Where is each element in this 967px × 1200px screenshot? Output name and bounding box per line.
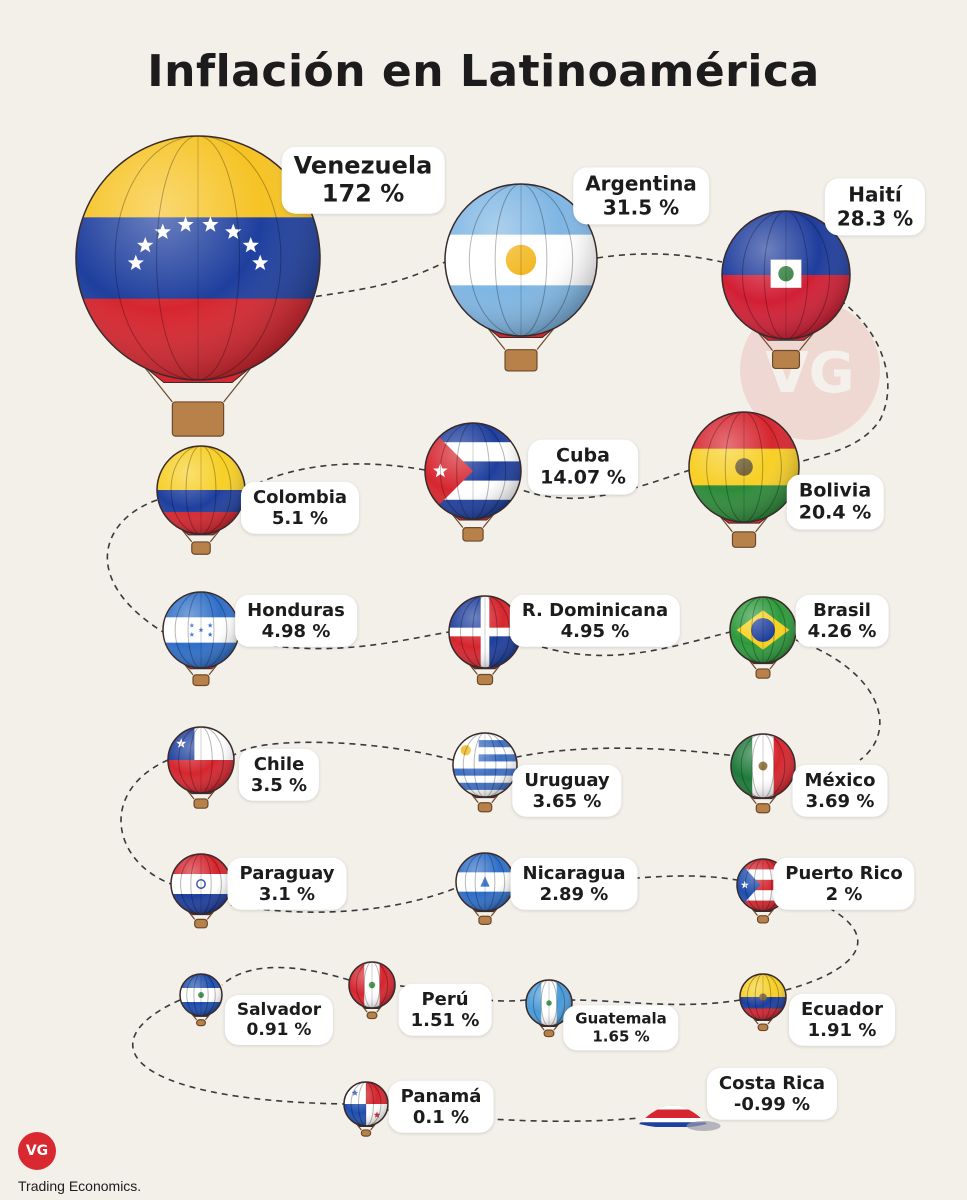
balloon-argentina	[444, 183, 598, 372]
balloon-panama	[343, 1081, 389, 1137]
label-nicaragua: Nicaragua 2.89 %	[510, 857, 638, 911]
inflation-value: 31.5 %	[602, 195, 680, 219]
country-name: México	[804, 769, 876, 791]
label-venezuela: Venezuela 172 %	[281, 146, 445, 214]
country-name: R. Dominicana	[521, 599, 669, 621]
label-puerto-rico: Puerto Rico 2 %	[773, 857, 915, 911]
balloon-honduras	[162, 591, 240, 687]
label-peru: Perú 1.51 %	[398, 983, 492, 1037]
inflation-value: 5.1 %	[271, 508, 329, 529]
country-name: Uruguay	[524, 769, 610, 791]
inflation-value: 3.65 %	[532, 791, 602, 812]
balloon-cuba	[424, 422, 522, 542]
inflation-value: 20.4 %	[798, 502, 872, 524]
inflation-value: 1.51 %	[410, 1010, 480, 1031]
label-dominican-republic: R. Dominicana 4.95 %	[509, 594, 681, 648]
balloon-peru	[348, 961, 396, 1020]
country-name: Haití	[848, 182, 902, 207]
country-name: Honduras	[247, 599, 345, 621]
balloon-el-salvador	[179, 973, 223, 1027]
country-name: Panamá	[400, 1085, 482, 1107]
inflation-value: 28.3 %	[836, 206, 914, 230]
country-name: Cuba	[556, 444, 610, 467]
label-uruguay: Uruguay 3.65 %	[512, 764, 622, 818]
label-argentina: Argentina 31.5 %	[573, 167, 709, 225]
balloon-brasil	[729, 596, 797, 679]
balloon-chile	[167, 726, 235, 809]
balloon-bolivia	[688, 411, 800, 548]
label-panama: Panamá 0.1 %	[388, 1080, 494, 1134]
country-name: Bolivia	[798, 479, 872, 502]
inflation-value: -0.99 %	[733, 1094, 811, 1115]
balloon-costa-rica	[639, 1105, 721, 1131]
inflation-value: 1.91 %	[807, 1020, 877, 1041]
label-ecuador: Ecuador 1.91 %	[788, 993, 896, 1047]
inflation-value: 4.95 %	[560, 621, 630, 642]
label-chile: Chile 3.5 %	[238, 748, 320, 802]
source-note: Trading Economics.	[18, 1178, 142, 1194]
country-name: Costa Rica	[718, 1072, 826, 1094]
country-name: Colombia	[252, 486, 348, 508]
country-name: Brasil	[813, 599, 871, 621]
inflation-value: 14.07 %	[540, 467, 626, 489]
label-el-salvador: Salvador 0.91 %	[224, 994, 334, 1046]
label-honduras: Honduras 4.98 %	[235, 594, 357, 648]
inflation-value: 172 %	[321, 180, 405, 208]
balloon-mexico	[730, 733, 796, 814]
country-name: Ecuador	[800, 998, 884, 1020]
label-brasil: Brasil 4.26 %	[795, 594, 889, 648]
country-name: Perú	[421, 988, 469, 1010]
country-name: Nicaragua	[522, 862, 626, 884]
label-costa-rica: Costa Rica -0.99 %	[706, 1067, 838, 1121]
inflation-value: 0.91 %	[246, 1020, 312, 1040]
country-name: Paraguay	[239, 862, 335, 884]
chart-title: Inflación en Latinoamérica	[147, 46, 820, 97]
inflation-value: 3.69 %	[805, 791, 875, 812]
label-colombia: Colombia 5.1 %	[240, 481, 360, 535]
inflation-value: 4.26 %	[807, 621, 877, 642]
country-name: Salvador	[236, 999, 322, 1020]
country-name: Guatemala	[575, 1009, 667, 1028]
label-mexico: México 3.69 %	[792, 764, 888, 818]
inflation-value: 2.89 %	[539, 884, 609, 905]
balloon-venezuela	[75, 135, 321, 437]
inflation-value: 1.65 %	[592, 1027, 650, 1045]
inflation-value: 3.5 %	[250, 775, 308, 796]
country-name: Puerto Rico	[785, 862, 903, 884]
country-name: Argentina	[585, 171, 697, 196]
label-paraguay: Paraguay 3.1 %	[227, 857, 347, 911]
label-bolivia: Bolivia 20.4 %	[786, 474, 884, 530]
label-cuba: Cuba 14.07 %	[528, 439, 638, 495]
vg-logo: VG	[18, 1132, 56, 1170]
inflation-value: 4.98 %	[261, 621, 331, 642]
balloon-colombia	[156, 445, 246, 555]
inflation-value: 3.1 %	[258, 884, 316, 905]
balloon-nicaragua	[455, 852, 515, 925]
country-name: Venezuela	[293, 151, 433, 180]
balloon-paraguay	[170, 853, 232, 929]
inflation-value: 2 %	[825, 884, 863, 905]
label-guatemala: Guatemala 1.65 %	[563, 1005, 679, 1051]
balloon-uruguay	[452, 732, 518, 813]
inflation-value: 0.1 %	[412, 1107, 470, 1128]
balloon-ecuador	[739, 973, 787, 1032]
label-haiti: Haití 28.3 %	[824, 178, 926, 236]
country-name: Chile	[253, 753, 305, 775]
